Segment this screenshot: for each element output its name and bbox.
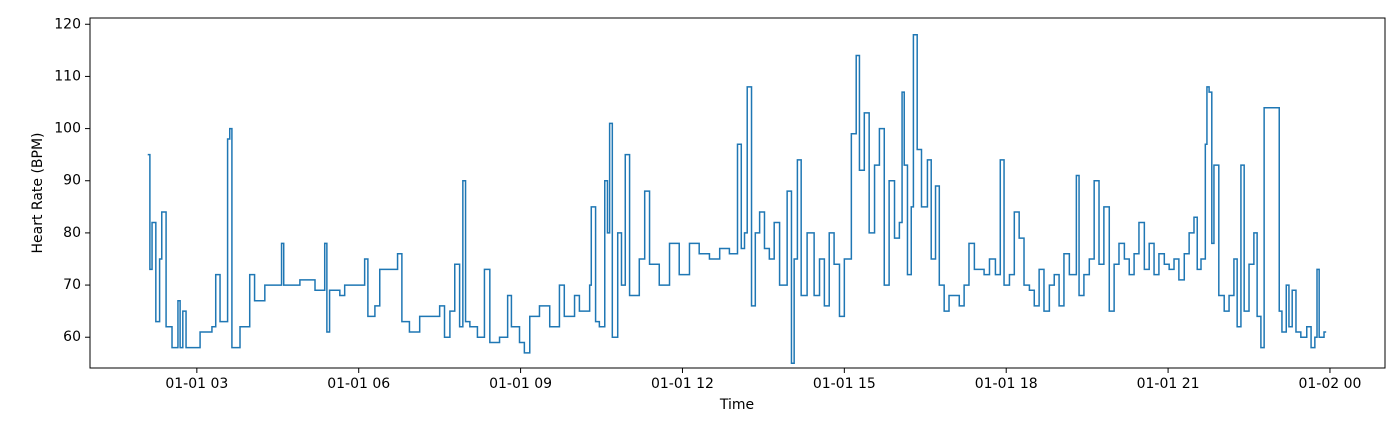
x-tick-label: 01-01 18: [975, 376, 1038, 392]
plot-frame: [89, 17, 1386, 369]
y-tick-label: 90: [63, 173, 81, 189]
x-tick-label: 01-01 09: [489, 376, 552, 392]
x-tick-label: 01-01 03: [165, 376, 228, 392]
x-tick-label: 01-01 12: [651, 376, 714, 392]
y-tick-label: 120: [54, 16, 81, 32]
x-tick-label: 01-01 06: [327, 376, 390, 392]
y-axis-label: Heart Rate (BPM): [30, 132, 46, 253]
x-tick-label: 01-01 15: [813, 376, 876, 392]
y-tick-label: 100: [54, 121, 81, 137]
y-tick-label: 80: [63, 225, 81, 241]
y-tick-label: 60: [63, 329, 81, 345]
line-series: [147, 33, 1327, 365]
x-tick-label: 01-02 00: [1298, 376, 1361, 392]
y-tick-label: 70: [63, 277, 81, 293]
x-tick-label: 01-01 21: [1137, 376, 1200, 392]
x-axis-label: Time: [719, 397, 754, 413]
y-tick-label: 110: [54, 68, 81, 84]
